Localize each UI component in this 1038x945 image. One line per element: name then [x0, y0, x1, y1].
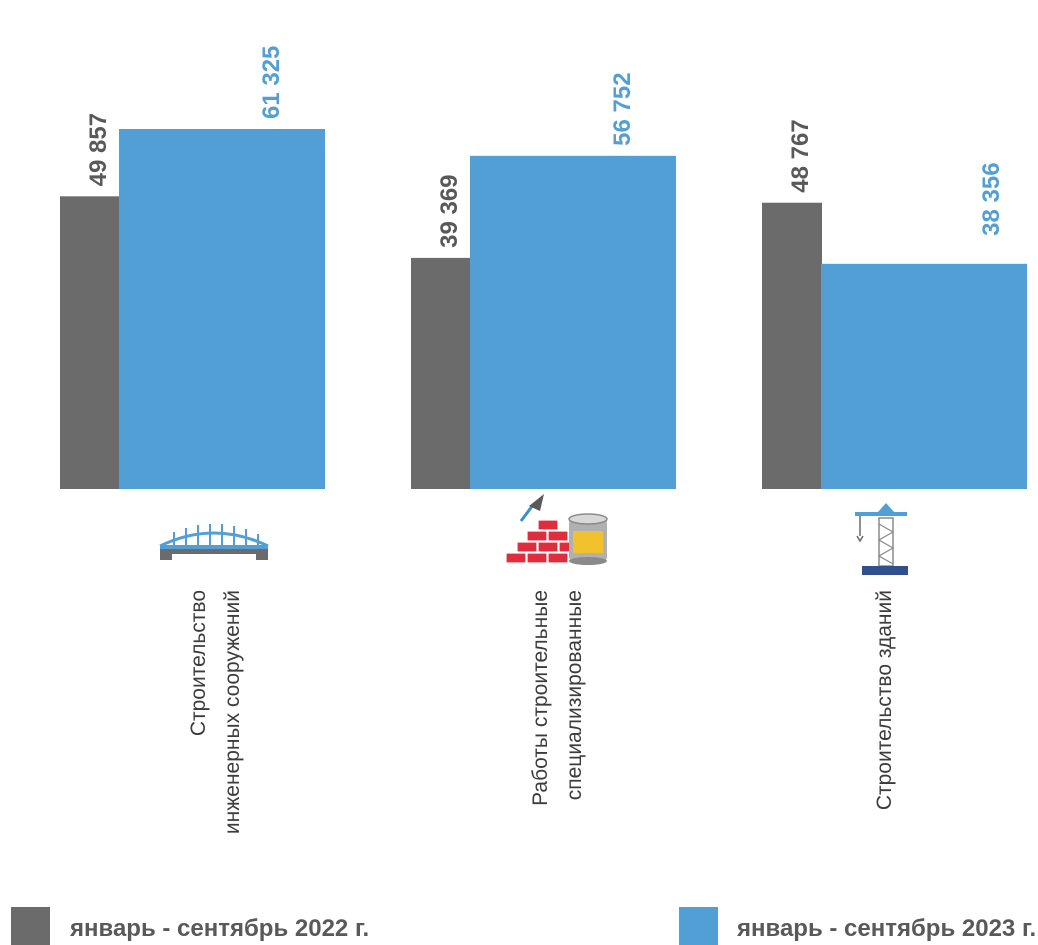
- category-label-1-line-2: инженерных сооружений: [221, 590, 244, 834]
- bars-layer: 49 857 61 325 39 369 56 752 48 767 38 356: [60, 46, 1027, 490]
- brick-wall-icon: [505, 494, 608, 565]
- bar-s1-c2: [411, 257, 471, 489]
- value-label-s2-c3: 38 356: [978, 162, 1005, 235]
- bar-s2-c3: [821, 263, 1027, 489]
- bar-s2-c1: [119, 129, 325, 489]
- category-icons: [159, 494, 908, 575]
- bar-s1-c3: [762, 202, 822, 489]
- tower-crane-icon: [855, 503, 908, 575]
- legend-swatch-1: [11, 907, 50, 945]
- category-label-2-line-2: специализированные: [563, 590, 586, 800]
- category-label-3-line-1: Строительство зданий: [873, 590, 896, 810]
- category-label-1-line-1: Строительство: [187, 590, 210, 736]
- value-label-s2-c1: 61 325: [258, 46, 285, 119]
- bar-s1-c1: [60, 196, 120, 489]
- bridge-icon: [159, 524, 269, 560]
- value-label-s2-c2: 56 752: [609, 72, 636, 145]
- value-label-s1-c3: 48 767: [787, 119, 814, 192]
- category-labels: Строительство инженерных сооружений Работы…: [187, 590, 896, 834]
- bar-s2-c2: [470, 155, 676, 490]
- legend-label-2: январь - сентябрь 2023 г.: [736, 915, 1036, 942]
- category-label-2-line-1: Работы строительные: [529, 590, 552, 806]
- legend: январь - сентябрь 2022 г. январь - сентяб…: [11, 907, 1036, 945]
- value-label-s1-c1: 49 857: [85, 113, 112, 186]
- legend-swatch-2: [679, 907, 718, 945]
- legend-label-1: январь - сентябрь 2022 г.: [69, 915, 369, 942]
- value-label-s1-c2: 39 369: [436, 174, 463, 247]
